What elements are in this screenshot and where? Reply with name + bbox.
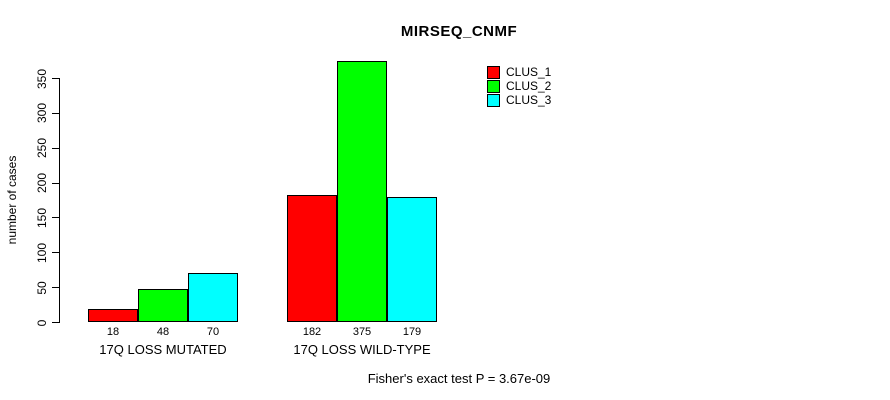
y-tick-label: 100 — [35, 242, 49, 263]
y-tick-label: 150 — [35, 207, 49, 228]
footnote-pvalue: Fisher's exact test P = 3.67e-09 — [367, 371, 551, 386]
y-tick-label: 50 — [35, 280, 49, 295]
legend-swatch-clus-1 — [487, 66, 500, 79]
legend-label-clus-3: CLUS_3 — [506, 93, 552, 107]
legend-label-clus-2: CLUS_2 — [506, 79, 552, 93]
legend-row-clus-3: CLUS_3 — [487, 94, 551, 107]
bar-value-label: 182 — [302, 326, 322, 338]
y-tick — [52, 182, 59, 184]
legend: CLUS_1 CLUS_2 CLUS_3 — [487, 66, 551, 108]
y-tick-label: 200 — [35, 173, 49, 194]
y-tick — [52, 322, 59, 323]
bar-clus_3-group1 — [188, 273, 238, 322]
bar-value-label: 48 — [156, 326, 170, 338]
legend-row-clus-2: CLUS_2 — [487, 80, 551, 93]
legend-label-clus-1: CLUS_1 — [506, 65, 552, 79]
y-axis-line — [59, 78, 60, 323]
legend-row-clus-1: CLUS_1 — [487, 66, 551, 79]
bar-clus_2-group2 — [337, 61, 387, 322]
y-tick — [52, 112, 59, 114]
y-tick — [52, 147, 59, 149]
bar-clus_1-group1 — [88, 309, 138, 322]
bar-clus_3-group2 — [387, 197, 437, 322]
bar-value-label: 18 — [106, 326, 120, 338]
y-tick — [52, 78, 59, 79]
chart-title: MIRSEQ_CNMF — [400, 23, 518, 40]
legend-swatch-clus-3 — [487, 94, 500, 107]
y-tick — [52, 252, 59, 254]
group-label-wild-type: 17Q LOSS WILD-TYPE — [293, 342, 431, 357]
y-tick-label: 0 — [35, 319, 49, 326]
bar-value-label: 70 — [206, 326, 220, 338]
bar-clus_2-group1 — [138, 289, 188, 322]
bar-clus_1-group2 — [287, 195, 337, 322]
y-tick-label: 300 — [35, 103, 49, 124]
y-tick-label: 350 — [35, 68, 49, 89]
y-tick — [52, 217, 59, 219]
y-tick-label: 250 — [35, 138, 49, 159]
group-label-mutated: 17Q LOSS MUTATED — [99, 342, 227, 357]
y-tick — [52, 287, 59, 289]
bar-value-label: 375 — [352, 326, 372, 338]
bar-value-label: 179 — [402, 326, 422, 338]
legend-swatch-clus-2 — [487, 80, 500, 93]
